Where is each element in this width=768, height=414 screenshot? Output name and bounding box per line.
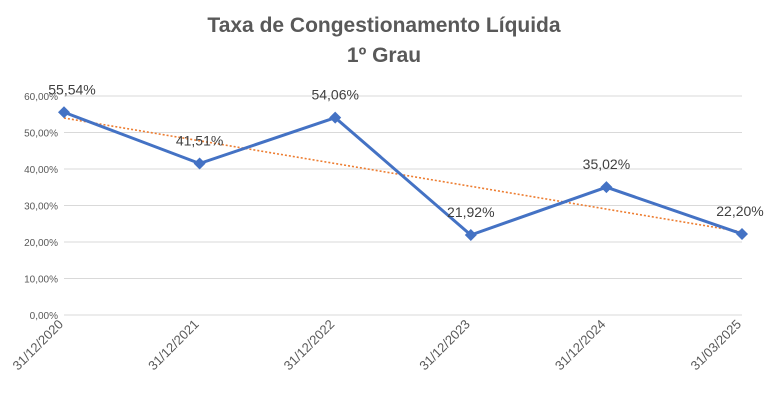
x-tick-label: 31/12/2020 <box>9 317 66 374</box>
data-label: 21,92% <box>447 204 494 220</box>
trendline <box>63 117 743 233</box>
data-point-marker <box>736 227 748 240</box>
data-point-marker <box>600 181 613 194</box>
y-tick-label: 60,00% <box>24 92 58 103</box>
data-point-marker <box>58 106 70 119</box>
y-tick-label: 40,00% <box>24 165 58 176</box>
chart-title: Taxa de Congestionamento Líquida <box>207 14 561 37</box>
data-point-marker <box>464 228 477 241</box>
data-label: 22,20% <box>716 203 763 219</box>
x-tick-label: 31/12/2024 <box>552 317 609 374</box>
x-tick-label: 31/03/2025 <box>687 317 744 374</box>
data-point-marker <box>193 157 206 170</box>
y-tick-label: 20,00% <box>24 238 58 249</box>
y-tick-label: 10,00% <box>24 275 58 286</box>
y-tick-label: 30,00% <box>24 202 58 213</box>
chart-subtitle: 1º Grau <box>346 44 422 67</box>
data-label: 35,02% <box>583 156 630 172</box>
y-tick-label: 0,00% <box>30 311 58 322</box>
data-label: 55,54% <box>48 81 95 97</box>
data-point-marker <box>329 111 342 124</box>
series-line <box>63 110 743 237</box>
x-tick-label: 31/12/2023 <box>416 317 473 374</box>
x-tick-label: 31/12/2022 <box>281 317 338 374</box>
data-label: 54,06% <box>311 87 358 103</box>
x-tick-label: 31/12/2021 <box>145 317 202 374</box>
y-tick-label: 50,00% <box>24 129 58 140</box>
data-label: 41,51% <box>176 132 223 148</box>
